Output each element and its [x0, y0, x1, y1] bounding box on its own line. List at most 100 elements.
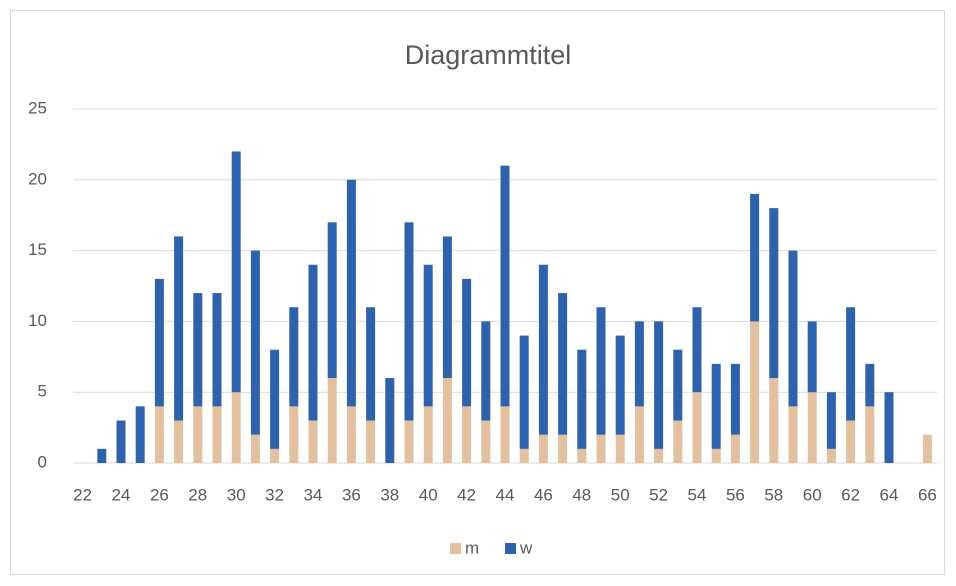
x-tick-label: 60 [803, 485, 822, 504]
bar-segment [308, 264, 318, 421]
x-tick-label: 58 [764, 485, 783, 504]
bar-segment [846, 307, 856, 421]
bar-segment [135, 406, 145, 463]
bar-segment [462, 406, 472, 463]
bar-segment [711, 448, 721, 463]
x-tick-label: 30 [227, 485, 246, 504]
bar-segment [481, 321, 491, 421]
bar-segment [692, 392, 702, 463]
x-tick-label: 34 [304, 485, 323, 504]
bar-segment [788, 250, 798, 407]
x-tick-label: 40 [419, 485, 438, 504]
bar-segment [193, 293, 203, 407]
bar-segment [462, 278, 472, 407]
bar-segment [865, 363, 875, 407]
bar-segment [519, 335, 529, 449]
bar-segment [116, 420, 126, 463]
bar-segment [97, 448, 107, 463]
bar-segment [673, 349, 683, 421]
bar-segment [442, 378, 452, 463]
bar-segment [615, 434, 625, 463]
bar-segment [884, 392, 894, 463]
bar-segment [519, 448, 529, 463]
bar-segment [174, 236, 184, 421]
bar-segment [634, 321, 644, 407]
bar-segment [769, 378, 779, 463]
bar-segment [711, 363, 721, 449]
legend-label: m [465, 538, 479, 557]
bar-segment [442, 236, 452, 379]
bar-segment [154, 406, 164, 463]
bar-segment [231, 151, 241, 393]
bar-segment [538, 264, 548, 435]
bar-segment [270, 448, 280, 463]
bar-segment [922, 434, 932, 463]
bar-segment [250, 434, 260, 463]
bar-segment [634, 406, 644, 463]
bar-segment [231, 392, 241, 463]
bar-segment [538, 434, 548, 463]
bar-segment [654, 448, 664, 463]
bar-segment [154, 278, 164, 407]
bar-segment [596, 434, 606, 463]
bar-segment [481, 420, 491, 463]
bar-segment [346, 406, 356, 463]
y-tick-label: 5 [38, 382, 47, 401]
y-tick-label: 20 [28, 169, 47, 188]
x-tick-label: 64 [880, 485, 899, 504]
bar-segment [423, 264, 433, 407]
bar-segment [174, 420, 184, 463]
x-tick-label: 24 [112, 485, 131, 504]
bar-segment [308, 420, 318, 463]
bar-segment [558, 434, 568, 463]
x-tick-label: 50 [611, 485, 630, 504]
bar-segment [673, 420, 683, 463]
bar-segment [346, 179, 356, 407]
legend-swatch [450, 543, 461, 554]
x-tick-label: 36 [342, 485, 361, 504]
bar-segment [577, 349, 587, 449]
bar-segment [327, 222, 337, 379]
x-tick-label: 54 [688, 485, 707, 504]
x-tick-label: 26 [150, 485, 169, 504]
x-tick-label: 44 [496, 485, 515, 504]
bar-segment [327, 378, 337, 463]
bar-segment [577, 448, 587, 463]
legend-label: w [519, 538, 533, 557]
chart-title: Diagrammtitel [405, 40, 572, 70]
bar-segment [289, 406, 299, 463]
x-tick-label: 66 [918, 485, 937, 504]
bar-segment [212, 406, 222, 463]
bar-segment [558, 293, 568, 435]
bar-segment [366, 307, 376, 421]
bar-segment [385, 378, 395, 463]
bar-segment [846, 420, 856, 463]
x-tick-label: 62 [841, 485, 860, 504]
bar-segment [807, 392, 817, 463]
bar-segment [500, 165, 510, 407]
bar-segment [826, 448, 836, 463]
x-tick-label: 38 [380, 485, 399, 504]
x-tick-label: 42 [457, 485, 476, 504]
bar-segment [270, 349, 280, 449]
y-tick-label: 25 [28, 98, 47, 117]
x-tick-label: 22 [73, 485, 92, 504]
x-tick-label: 32 [265, 485, 284, 504]
bar-segment [788, 406, 798, 463]
bar-segment [250, 250, 260, 435]
bar-segment [500, 406, 510, 463]
bar-segment [596, 307, 606, 435]
bar-segment [193, 406, 203, 463]
bar-segment [692, 307, 702, 393]
bar-segment [730, 363, 740, 435]
bar-segment [366, 420, 376, 463]
bar-segment [212, 293, 222, 407]
bar-segment [826, 392, 836, 449]
y-tick-label: 10 [28, 311, 47, 330]
bar-segment [615, 335, 625, 435]
y-tick-label: 15 [28, 240, 47, 259]
bar-segment [865, 406, 875, 463]
bar-segment [750, 321, 760, 463]
x-tick-label: 56 [726, 485, 745, 504]
bar-segment [769, 208, 779, 379]
